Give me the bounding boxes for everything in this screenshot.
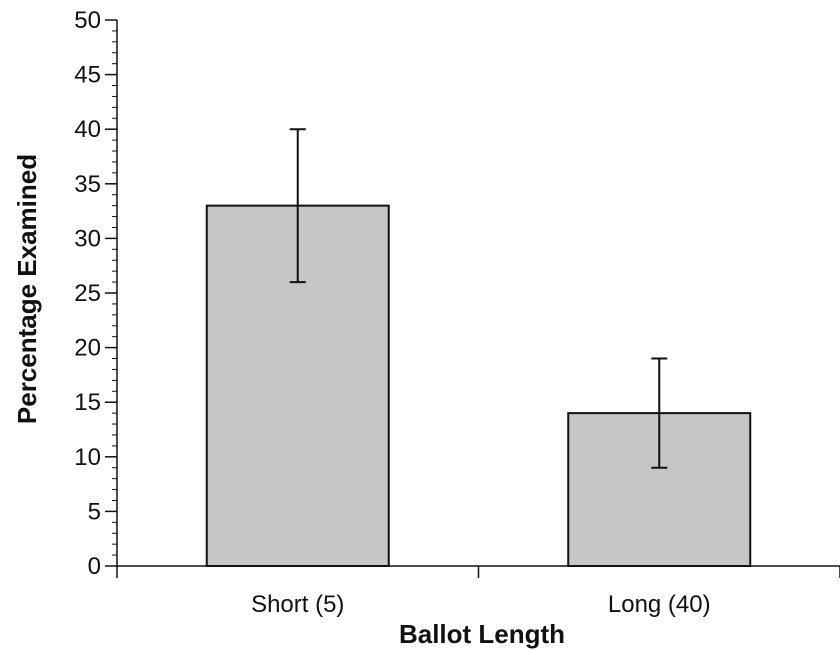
y-tick-label: 15 (74, 389, 101, 416)
y-axis-title: Percentage Examined (12, 154, 42, 424)
x-tick-label: Short (5) (251, 591, 344, 618)
x-axis-title: Ballot Length (399, 619, 565, 649)
y-tick-label: 50 (74, 7, 101, 34)
y-axis (105, 19, 118, 567)
y-tick-label: 5 (88, 498, 101, 525)
bars (205, 204, 752, 567)
y-tick-label: 45 (74, 62, 101, 89)
error-bars (289, 128, 668, 469)
y-tick-label: 30 (74, 225, 101, 252)
y-tick-label: 25 (74, 280, 101, 307)
y-tick-label: 40 (74, 116, 101, 143)
y-tick-label: 20 (74, 335, 101, 362)
x-axis (116, 565, 840, 578)
tick-labels: 0 5 10 15 20 25 30 35 40 45 50 Short (5) Long (40) (74, 7, 710, 618)
y-tick-label: 35 (74, 171, 101, 198)
x-tick-label: Long (40) (608, 591, 711, 618)
y-tick-label: 0 (88, 553, 101, 580)
y-tick-label: 10 (74, 444, 101, 471)
